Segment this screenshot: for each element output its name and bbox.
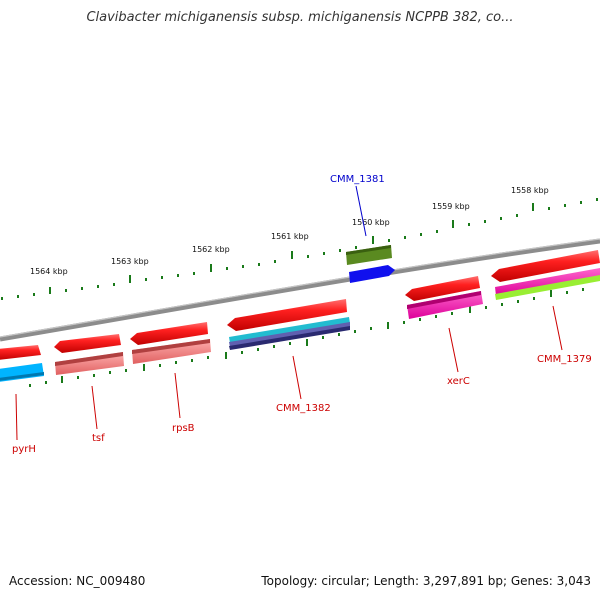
outer-tick-track <box>1 198 598 300</box>
gene-CMM_1382[interactable] <box>227 299 350 350</box>
kbp-label-1561: 1561 kbp <box>271 232 309 241</box>
kbp-label-1563: 1563 kbp <box>111 257 149 266</box>
accession-text: Accession: NC_009480 <box>9 574 146 588</box>
gene-label-CMM_1381: CMM_1381 <box>330 174 385 185</box>
genome-summary-text: Topology: circular; Length: 3,297,891 bp… <box>261 574 591 588</box>
gene-label-leaders <box>15 185 563 441</box>
gene-CMM_1379[interactable] <box>491 250 600 300</box>
gene-label-xerC: xerC <box>447 376 470 387</box>
gene-label-CMM_1379: CMM_1379 <box>537 354 592 365</box>
kbp-label-1564: 1564 kbp <box>30 267 68 276</box>
gene-label-pyrH: pyrH <box>12 444 36 455</box>
gene-label-CMM_1382: CMM_1382 <box>276 403 331 414</box>
genome-backbone <box>0 238 600 342</box>
kbp-label-1558: 1558 kbp <box>511 186 549 195</box>
gene-pyrH[interactable] <box>0 345 44 382</box>
kbp-label-1560: 1560 kbp <box>352 218 390 227</box>
kbp-label-1562: 1562 kbp <box>192 245 230 254</box>
gene-rpsB[interactable] <box>130 322 211 364</box>
gene-xerC[interactable] <box>405 276 483 319</box>
gene-label-tsf: tsf <box>92 433 105 444</box>
map-title: Clavibacter michiganensis subsp. michiga… <box>86 10 514 25</box>
gene-CMM_1381[interactable] <box>346 245 395 283</box>
gene-label-rpsB: rpsB <box>172 423 195 434</box>
gene-tsf[interactable] <box>54 334 124 375</box>
kbp-label-1559: 1559 kbp <box>432 202 470 211</box>
inner-tick-track <box>29 288 584 387</box>
